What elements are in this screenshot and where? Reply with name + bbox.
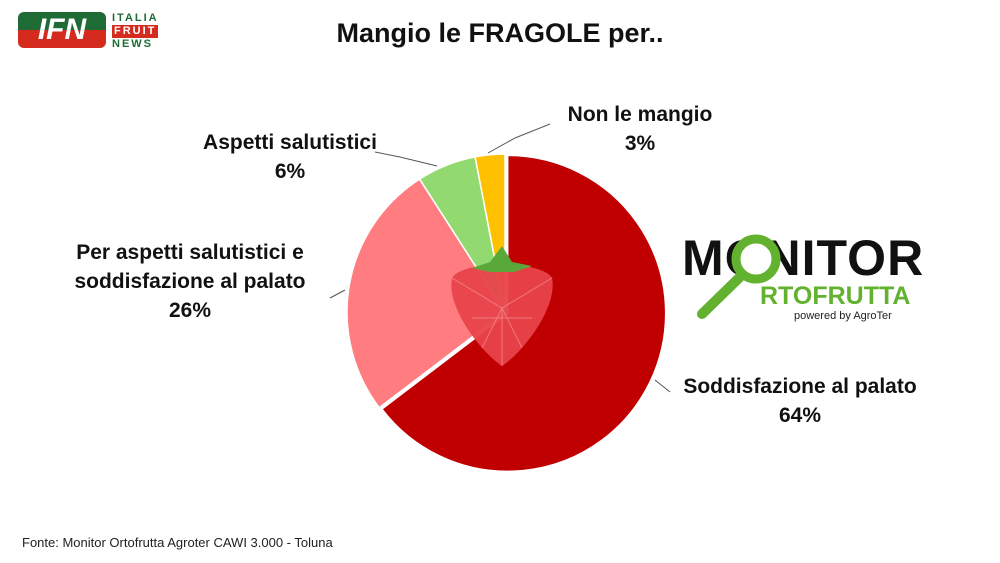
ifn-logo-line2: FRUIT [112, 25, 159, 38]
label-value: 26% [168, 299, 212, 322]
monitor-logo-powered: powered by AgroTer [794, 310, 892, 322]
label-text: Non le mangio [567, 103, 713, 126]
monitor-ortofrutta-logo: MONITOR RTOFRUTTA powered by AgroTer [682, 232, 982, 327]
label-text-line2: soddisfazione al palato [74, 270, 306, 293]
strawberry-leaves-icon [472, 246, 532, 272]
label-value: 6% [274, 160, 306, 183]
source-note: Fonte: Monitor Ortofrutta Agroter CAWI 3… [22, 535, 333, 550]
label-text: Aspetti salutistici [203, 131, 377, 154]
label-text: Soddisfazione al palato [683, 375, 917, 398]
ifn-logo: IFN [18, 12, 106, 48]
strawberry-image [451, 246, 553, 366]
label-non-le-mangio: Non le mangio 3% [540, 100, 740, 158]
label-value: 64% [778, 404, 822, 427]
ifn-logo-mark: IFN [37, 13, 87, 46]
label-text-line1: Per aspetti salutistici e [76, 241, 304, 264]
label-value: 3% [624, 132, 656, 155]
leader-line-soddisfazione [654, 379, 671, 393]
leader-line-per-aspetti [329, 289, 346, 299]
ifn-logo-line3: NEWS [112, 38, 153, 50]
magnifier-icon [697, 234, 781, 319]
monitor-logo-line2: RTOFRUTTA [760, 282, 911, 310]
chart-title: Mangio le FRAGOLE per.. [336, 18, 664, 48]
label-soddisfazione: Soddisfazione al palato 64% [660, 372, 940, 430]
leader-line-non-le-mangio [487, 123, 551, 154]
leader-line-aspetti [374, 151, 438, 167]
pie-slice-per-aspetti-salutistici-e-soddisfazione-al-palato [346, 178, 507, 409]
label-aspetti-salutistici: Aspetti salutistici 6% [180, 128, 400, 186]
monitor-logo-line1: MONITOR [682, 230, 925, 286]
label-per-aspetti: Per aspetti salutistici e soddisfazione … [40, 238, 340, 325]
ifn-logo-line1: ITALIA [112, 12, 159, 24]
